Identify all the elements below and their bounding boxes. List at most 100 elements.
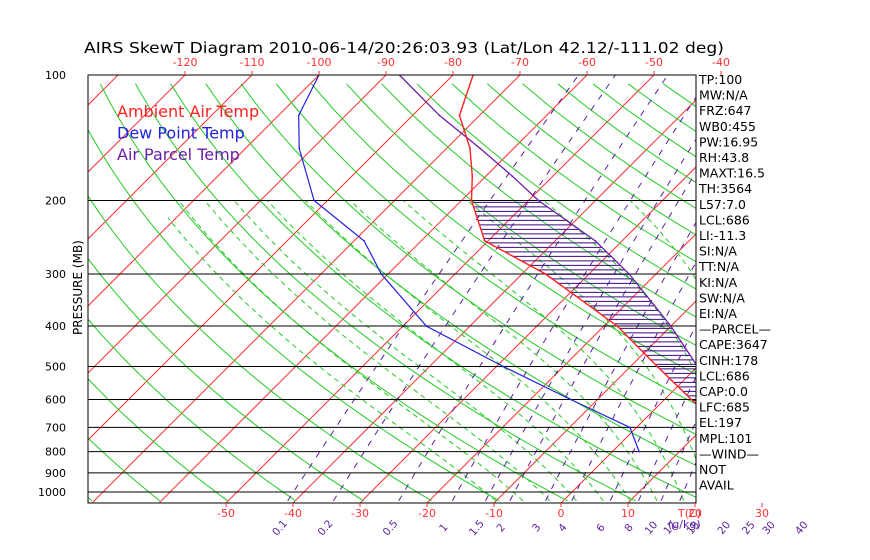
- ambient-point: [616, 325, 619, 327]
- moist-adiabat-line: [349, 200, 658, 502]
- dry-adiabat-line: [88, 437, 161, 502]
- mixing-ratio-line: [509, 171, 696, 502]
- top-temp-tick-label: -60: [578, 56, 596, 69]
- bottom-temp-tick-label: 20: [688, 507, 702, 520]
- mixing-ratio-tick-label: 1.5: [467, 518, 487, 539]
- isotherm-line: [225, 75, 655, 503]
- dry-adiabat-line: [769, 84, 870, 501]
- isotherm-line: [88, 75, 387, 374]
- parcel-point: [511, 175, 514, 178]
- stat-item: LFC:685: [699, 400, 750, 415]
- mixing-ratio-tick-label: 0.2: [316, 518, 336, 539]
- ambient-point: [483, 240, 486, 242]
- pressure-tick-label: 500: [45, 361, 66, 374]
- top-temp-tick-label: -120: [173, 56, 198, 69]
- stat-item: CINH:178: [699, 353, 758, 368]
- legend-entry: Air Parcel Temp: [117, 145, 240, 164]
- isotherm-line: [88, 75, 186, 173]
- mixing-ratio-tick-label: 40: [793, 519, 811, 537]
- dry-adiabat-line: [240, 83, 696, 435]
- stat-item: NOT: [699, 462, 726, 477]
- stat-item: CAPE:3647: [699, 337, 768, 352]
- mixing-ratio-line: [812, 75, 870, 501]
- parcel-point: [438, 114, 441, 117]
- isotherm-line: [560, 367, 696, 503]
- ambient-point: [458, 114, 461, 117]
- dew-point-point: [629, 426, 631, 429]
- pressure-tick-label: 300: [45, 268, 66, 281]
- isotherm-line: [627, 434, 696, 503]
- mixing-ratio-tick-label: 6: [594, 521, 608, 534]
- dew-point-point: [502, 365, 505, 368]
- top-temp-tick-label: -80: [444, 56, 462, 69]
- bottom-temp-tick-label: 10: [621, 507, 635, 520]
- isotherm-line: [292, 99, 696, 503]
- legend: Ambient Air Temp Dew Point Temp Air Parcel…: [117, 102, 259, 164]
- parcel-point: [746, 427, 748, 429]
- dew-point-point: [363, 240, 365, 242]
- dew-point-point: [298, 147, 301, 150]
- isotherm-line: [88, 75, 253, 240]
- dry-adiabat-line: [486, 83, 696, 236]
- dry-adiabat-line: [451, 83, 696, 263]
- isotherm-line: [158, 75, 588, 503]
- mixing-ratio-line: [779, 75, 870, 501]
- stat-item: LCL:686: [699, 212, 750, 227]
- pressure-tick-label: 700: [45, 421, 66, 434]
- bottom-temp-tick-label: -50: [217, 507, 235, 520]
- stat-item: CAP:0.0: [699, 384, 748, 399]
- dry-adiabat-line: [88, 318, 296, 502]
- ambient-temp-line: [458, 75, 696, 405]
- isotherm-line: [88, 75, 320, 307]
- stat-item: MW:N/A: [699, 88, 748, 103]
- dry-adiabat-line: [99, 83, 568, 502]
- pressure-tick-label: 1000: [38, 486, 66, 499]
- moist-adiabat-line: [266, 200, 604, 502]
- moist-adiabat-line: [178, 200, 524, 502]
- mixing-ratio-tick-label: 10: [643, 519, 661, 537]
- dry-adiabat-line: [134, 83, 636, 502]
- moist-adiabat-line: [233, 200, 577, 502]
- moist-adiabat-line: [788, 201, 818, 501]
- dry-adiabat-line: [804, 84, 870, 501]
- bottom-temp-tick-label: -10: [485, 507, 503, 520]
- mixing-ratio-line: [287, 75, 579, 502]
- pressure-tick-label: 400: [45, 320, 66, 333]
- dry-adiabat-line: [416, 83, 696, 290]
- moist-adiabat-line: [167, 217, 497, 502]
- ambient-point: [470, 199, 473, 202]
- stat-item: SW:N/A: [699, 290, 745, 305]
- mixing-ratio-tick-label: 3: [530, 522, 543, 535]
- top-temp-tick-label: -40: [712, 56, 730, 69]
- bottom-temp-tick-label: -30: [351, 507, 369, 520]
- stat-item: LI:-11.3: [699, 228, 746, 243]
- dew-point-point: [425, 325, 428, 327]
- stat-item: —PARCEL—: [699, 322, 771, 337]
- dry-adiabat-line: [170, 83, 696, 498]
- top-temp-tick-label: -50: [645, 56, 663, 69]
- mixing-ratio-tick-label: 0.5: [381, 518, 401, 539]
- mixing-ratio-tick-label: 25: [740, 519, 758, 537]
- bottom-temp-unit: T(C): [677, 507, 701, 520]
- chart-title: AIRS SkewT Diagram 2010-06-14/20:26:03.9…: [84, 39, 724, 57]
- legend-entry: Dew Point Temp: [117, 124, 245, 143]
- isotherm-line: [493, 300, 696, 503]
- y-axis-label: PRESSURE (MB): [71, 240, 85, 335]
- stats-panel: TP:100MW:N/AFRZ:647WB0:455PW:16.95RH:43.…: [698, 72, 771, 493]
- parcel-point: [537, 199, 540, 202]
- stat-item: EI:N/A: [699, 306, 737, 321]
- stat-item: MAXT:16.5: [699, 166, 765, 181]
- isotherm-line: [752, 65, 870, 513]
- pressure-tick-label: 800: [45, 446, 66, 459]
- pressure-tick-label: 100: [45, 69, 66, 82]
- bottom-temp-tick-label: -40: [284, 507, 302, 520]
- bottom-temp-tick-label: -20: [418, 507, 436, 520]
- dry-adiabat-line: [839, 84, 870, 501]
- dew-point-point: [313, 199, 315, 202]
- stat-item: RH:43.8: [699, 150, 749, 165]
- dry-adiabat-line: [311, 83, 696, 375]
- parcel-point: [628, 273, 631, 275]
- stat-item: WB0:455: [699, 119, 756, 134]
- pressure-tick-label: 600: [45, 394, 66, 407]
